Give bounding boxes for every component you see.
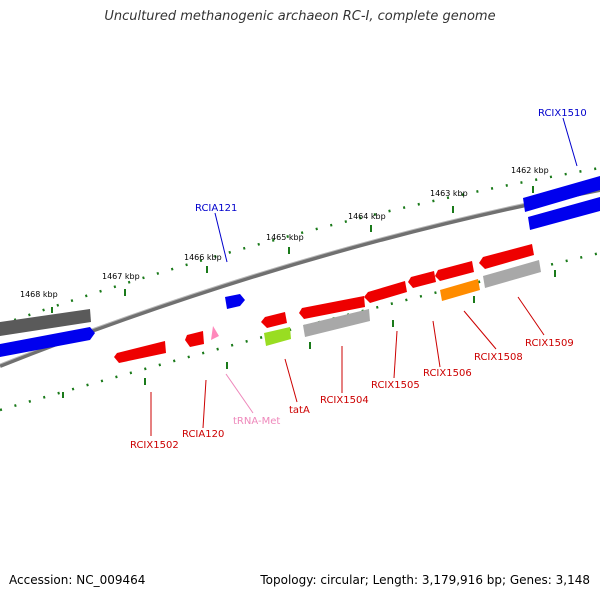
gene-label-rcix1508[interactable]: RCIX1508 bbox=[474, 352, 523, 363]
gene-rcix1510-a[interactable] bbox=[523, 176, 600, 212]
gene-label-rcia121[interactable]: RCIA121 bbox=[195, 203, 237, 214]
gene-label-rcix1502[interactable]: RCIX1502 bbox=[130, 440, 179, 451]
gene-rcia120[interactable] bbox=[185, 331, 204, 347]
gene-tata-green[interactable] bbox=[264, 327, 291, 346]
kbp-label: 1465 kbp bbox=[266, 233, 304, 242]
gene-label-rcix1504[interactable]: RCIX1504 bbox=[320, 395, 369, 406]
kbp-label: 1468 kbp bbox=[20, 290, 58, 299]
gene-label-trna-met[interactable]: tRNA-Met bbox=[233, 416, 280, 427]
gene-label-rcix1509[interactable]: RCIX1509 bbox=[525, 338, 574, 349]
gene-rcix1506[interactable] bbox=[408, 271, 436, 288]
gene-label-rcix1506[interactable]: RCIX1506 bbox=[423, 368, 472, 379]
kbp-label: 1466 kbp bbox=[184, 253, 222, 262]
upper-tick-track bbox=[0, 166, 600, 327]
gene-rcix1510-b[interactable] bbox=[528, 197, 600, 230]
kbp-label: 1464 kbp bbox=[348, 212, 386, 221]
genome-summary-label: Topology: circular; Length: 3,179,916 bp… bbox=[260, 573, 590, 587]
gene-rcix1504[interactable] bbox=[299, 296, 365, 319]
gene-rcix1508-orange[interactable] bbox=[440, 279, 480, 301]
gene-rcix1505[interactable] bbox=[364, 281, 407, 303]
kbp-label: 1463 kbp bbox=[430, 189, 468, 198]
gene-label-tata[interactable]: tatA bbox=[289, 405, 310, 416]
kbp-label: 1462 kbp bbox=[511, 166, 549, 175]
gene-rcix1509[interactable] bbox=[479, 244, 534, 269]
gene-trna-met[interactable] bbox=[211, 326, 219, 340]
gene-label-rcix1505[interactable]: RCIX1505 bbox=[371, 380, 420, 391]
accession-label: Accession: NC_009464 bbox=[9, 573, 146, 587]
gene-rcix1502[interactable] bbox=[114, 341, 166, 363]
gene-rcix1508[interactable] bbox=[435, 261, 474, 281]
leader-lines-red bbox=[150, 296, 545, 436]
gene-label-rcix1510[interactable]: RCIX1510 bbox=[538, 108, 587, 119]
gene-dark-gray[interactable] bbox=[0, 309, 91, 336]
upper-major-ticks bbox=[51, 186, 534, 313]
lower-major-ticks bbox=[62, 270, 556, 398]
kbp-label: 1467 kbp bbox=[102, 272, 140, 281]
gene-rcia121[interactable] bbox=[225, 294, 245, 309]
gene-rcix1504-gray[interactable] bbox=[303, 309, 370, 337]
gene-tata-red[interactable] bbox=[261, 312, 287, 328]
gene-label-rcia120[interactable]: RCIA120 bbox=[182, 429, 224, 440]
map-title: Uncultured methanogenic archaeon RC-I, c… bbox=[104, 9, 496, 24]
leader-lines-blue bbox=[214, 117, 578, 263]
gene-blue-left[interactable] bbox=[0, 327, 95, 357]
gene-rcix1509-gray[interactable] bbox=[483, 260, 541, 288]
leader-line-trna bbox=[225, 373, 254, 414]
